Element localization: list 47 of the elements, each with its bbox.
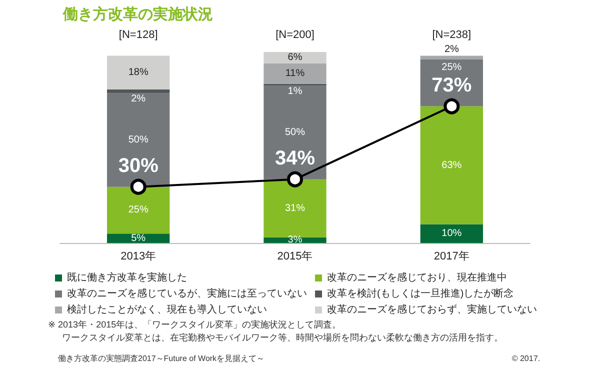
annotation: [N=128] [118,29,158,42]
text: ワークスタイル変革とは、在宅勤務やモバイルワーク等、時間や場所を問わない柔軟な働き方の活用を指す。 [62,332,503,342]
data-label: 2% [444,44,459,56]
legend-label: 検討したことがなく、現在も導入していない [67,304,267,316]
x-tick-label: 2017年 [434,250,470,262]
bar [420,56,483,60]
text: © 2017. [512,354,540,363]
data-label: 63% [442,160,462,171]
bar [420,224,483,243]
data-label: 18% [128,67,148,78]
data-label: 6% [288,52,302,64]
legend-label: 既に働き方改革を実施した [67,272,187,284]
bar [264,52,326,64]
bar [107,186,170,234]
bar [264,86,326,180]
bar [264,179,326,238]
x-tick-label: 2013年 [120,250,156,262]
legend-label: 改革のニーズを感じており、現在推進中 [327,272,507,284]
annotation: [N=238] [432,29,472,42]
data-label: 3% [288,234,302,246]
text: ※ 2013年・2015年は、「ワークスタイル変革」の実施状況として調査。 [48,320,342,330]
bar [264,63,326,84]
data-label: 30% [118,154,159,177]
data-label: 34% [274,147,316,170]
x-tick-label: 2015年 [277,250,313,262]
bar [420,106,483,224]
data-label: 25% [128,204,148,216]
data-label: 73% [432,74,472,96]
data-label: 10% [442,228,462,240]
annotation: [N=200] [276,29,314,42]
data-label: 50% [128,134,148,146]
legend-label: 改革のニーズを感じているが、実施には至っていない [67,288,307,300]
data-label: 5% [131,232,146,244]
data-label: 1% [288,86,302,98]
data-label: 11% [285,68,305,80]
data-label: 31% [284,202,306,214]
bar [107,56,170,90]
data-label: 50% [284,127,306,138]
data-label: 25% [442,62,462,73]
bar [107,89,170,94]
bar [107,234,170,243]
data-label: 2% [131,94,146,105]
chart-title: 働き方改革の実施状況 [62,5,213,23]
legend-label: 改革を検討(もしくは一旦推進)したが断念 [327,288,514,300]
legend-label: 改革のニーズを感じておらず、実施していない [327,304,537,316]
bar [107,93,170,187]
text: 働き方改革の実態調査2017～Future of Workを見据えて～ [58,354,265,363]
